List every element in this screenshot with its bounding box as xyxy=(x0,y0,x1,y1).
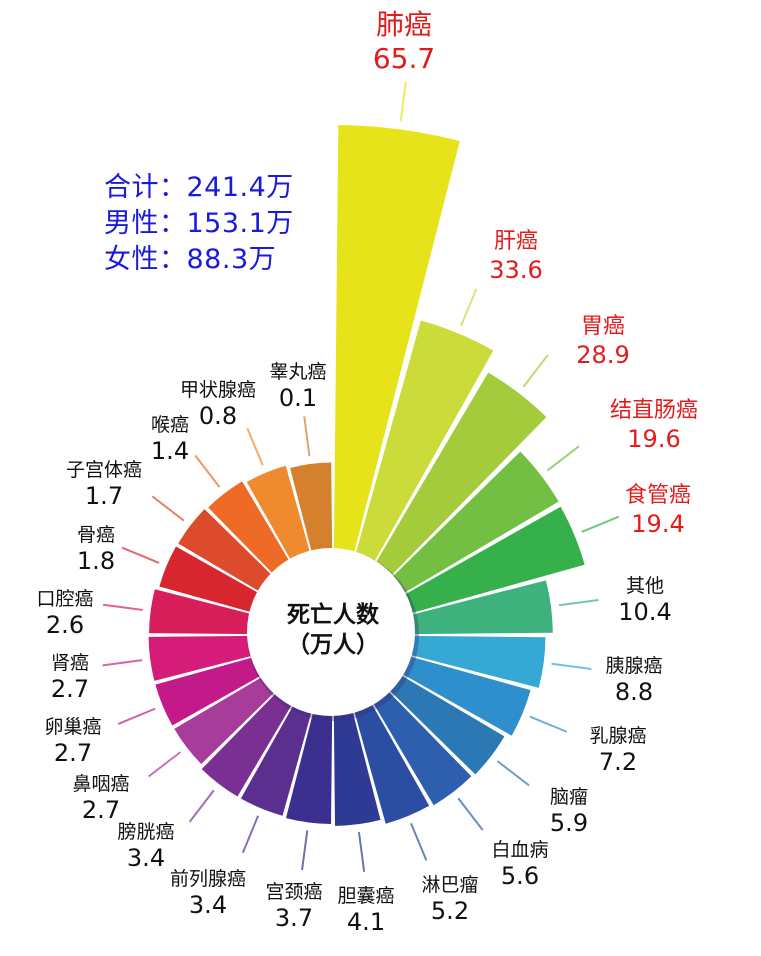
label-liver: 肝癌 33.6 xyxy=(489,229,543,284)
label-other: 其他 10.4 xyxy=(618,575,672,626)
bar-segment xyxy=(178,509,276,595)
leader-line xyxy=(241,815,260,854)
label-esophageal: 食管癌 19.4 xyxy=(624,483,692,538)
bar-segment xyxy=(148,635,256,681)
summary-total: 合计：241.4万 xyxy=(104,172,294,203)
bar-segment xyxy=(155,656,264,726)
label-ovarian: 卵巢癌 2.7 xyxy=(44,716,102,767)
label-leukemia: 白血病 5.6 xyxy=(491,839,549,890)
leader-line xyxy=(117,707,156,725)
bar-segment xyxy=(208,481,293,578)
leader-line xyxy=(188,789,215,823)
bar-segment xyxy=(246,465,312,566)
label-breast: 乳腺癌 7.2 xyxy=(589,725,647,776)
center-label: 死亡人数 （万人） xyxy=(253,600,413,660)
leader-line xyxy=(303,416,311,457)
leader-line xyxy=(301,830,309,871)
bar-segment xyxy=(354,320,494,566)
bar-segment xyxy=(354,704,430,824)
bar-segment xyxy=(373,372,547,578)
bar-segment xyxy=(402,506,585,614)
label-nasopharyngeal: 鼻咽癌 2.7 xyxy=(72,773,130,824)
leader-line xyxy=(121,546,160,564)
leader-line xyxy=(148,751,181,778)
center-title: 死亡人数 xyxy=(287,602,379,628)
bar-segment xyxy=(240,704,312,816)
leader-line xyxy=(102,659,143,667)
label-thyroid: 甲状腺癌 0.8 xyxy=(179,379,257,430)
bar-segment xyxy=(174,675,276,765)
label-laryngeal: 喉癌 1.4 xyxy=(150,414,190,465)
leader-line xyxy=(522,354,549,388)
bar-segment xyxy=(402,656,531,736)
bar-segment xyxy=(149,589,256,635)
bar-segment xyxy=(159,546,264,614)
label-prostate: 前列腺癌 3.4 xyxy=(169,868,247,919)
bar-segment xyxy=(390,675,505,775)
leader-line xyxy=(581,515,620,533)
leader-line xyxy=(151,495,185,522)
leader-line xyxy=(102,603,143,611)
label-gallbladder: 胆囊癌 4.1 xyxy=(337,885,395,936)
label-kidney: 肾癌 2.7 xyxy=(50,652,90,703)
center-circle xyxy=(247,548,415,716)
leader-line xyxy=(551,662,592,670)
bar-segment xyxy=(390,451,559,595)
summary-male: 男性：153.1万 xyxy=(104,208,294,239)
label-stomach: 胃癌 28.9 xyxy=(576,314,630,369)
label-colorectal: 结直肠癌 19.6 xyxy=(609,398,699,453)
label-testicular: 睾丸癌 0.1 xyxy=(269,361,327,412)
center-unit: （万人） xyxy=(287,632,379,658)
label-lymphoma: 淋巴瘤 5.2 xyxy=(421,874,479,925)
leader-line xyxy=(410,823,428,861)
bar-segment xyxy=(290,462,333,558)
leader-line xyxy=(460,288,478,327)
label-lung: 肺癌 65.7 xyxy=(372,8,436,75)
leader-line xyxy=(357,832,366,872)
leader-line xyxy=(246,427,264,466)
leader-lines xyxy=(102,81,620,872)
label-bladder: 膀胱癌 3.4 xyxy=(117,821,175,872)
leader-line xyxy=(194,454,221,488)
bar-segment xyxy=(410,635,546,688)
label-oral: 口腔癌 2.6 xyxy=(36,588,94,639)
chart-bars xyxy=(148,125,585,826)
leader-line xyxy=(558,599,599,607)
bar-segment xyxy=(285,712,333,825)
bar-segment xyxy=(410,580,553,635)
label-uterine: 子宫体癌 1.7 xyxy=(65,459,143,510)
bar-segment xyxy=(373,692,472,806)
leader-line xyxy=(457,797,484,831)
leader-line xyxy=(546,445,580,472)
summary-totals: 合计：241.4万 男性：153.1万 女性：88.3万 xyxy=(104,170,294,278)
bar-segment xyxy=(201,692,293,797)
bar-segment xyxy=(333,125,460,558)
label-bone: 骨癌 1.8 xyxy=(76,524,116,575)
bar-segment xyxy=(333,712,381,826)
label-cervical: 宫颈癌 3.7 xyxy=(265,881,323,932)
leader-line xyxy=(529,715,568,733)
label-pancreatic: 胰腺癌 8.8 xyxy=(605,655,663,706)
label-brain: 脑瘤 5.9 xyxy=(549,786,589,837)
leader-line xyxy=(399,81,407,122)
summary-female: 女性：88.3万 xyxy=(104,244,277,275)
leader-line xyxy=(496,760,530,787)
